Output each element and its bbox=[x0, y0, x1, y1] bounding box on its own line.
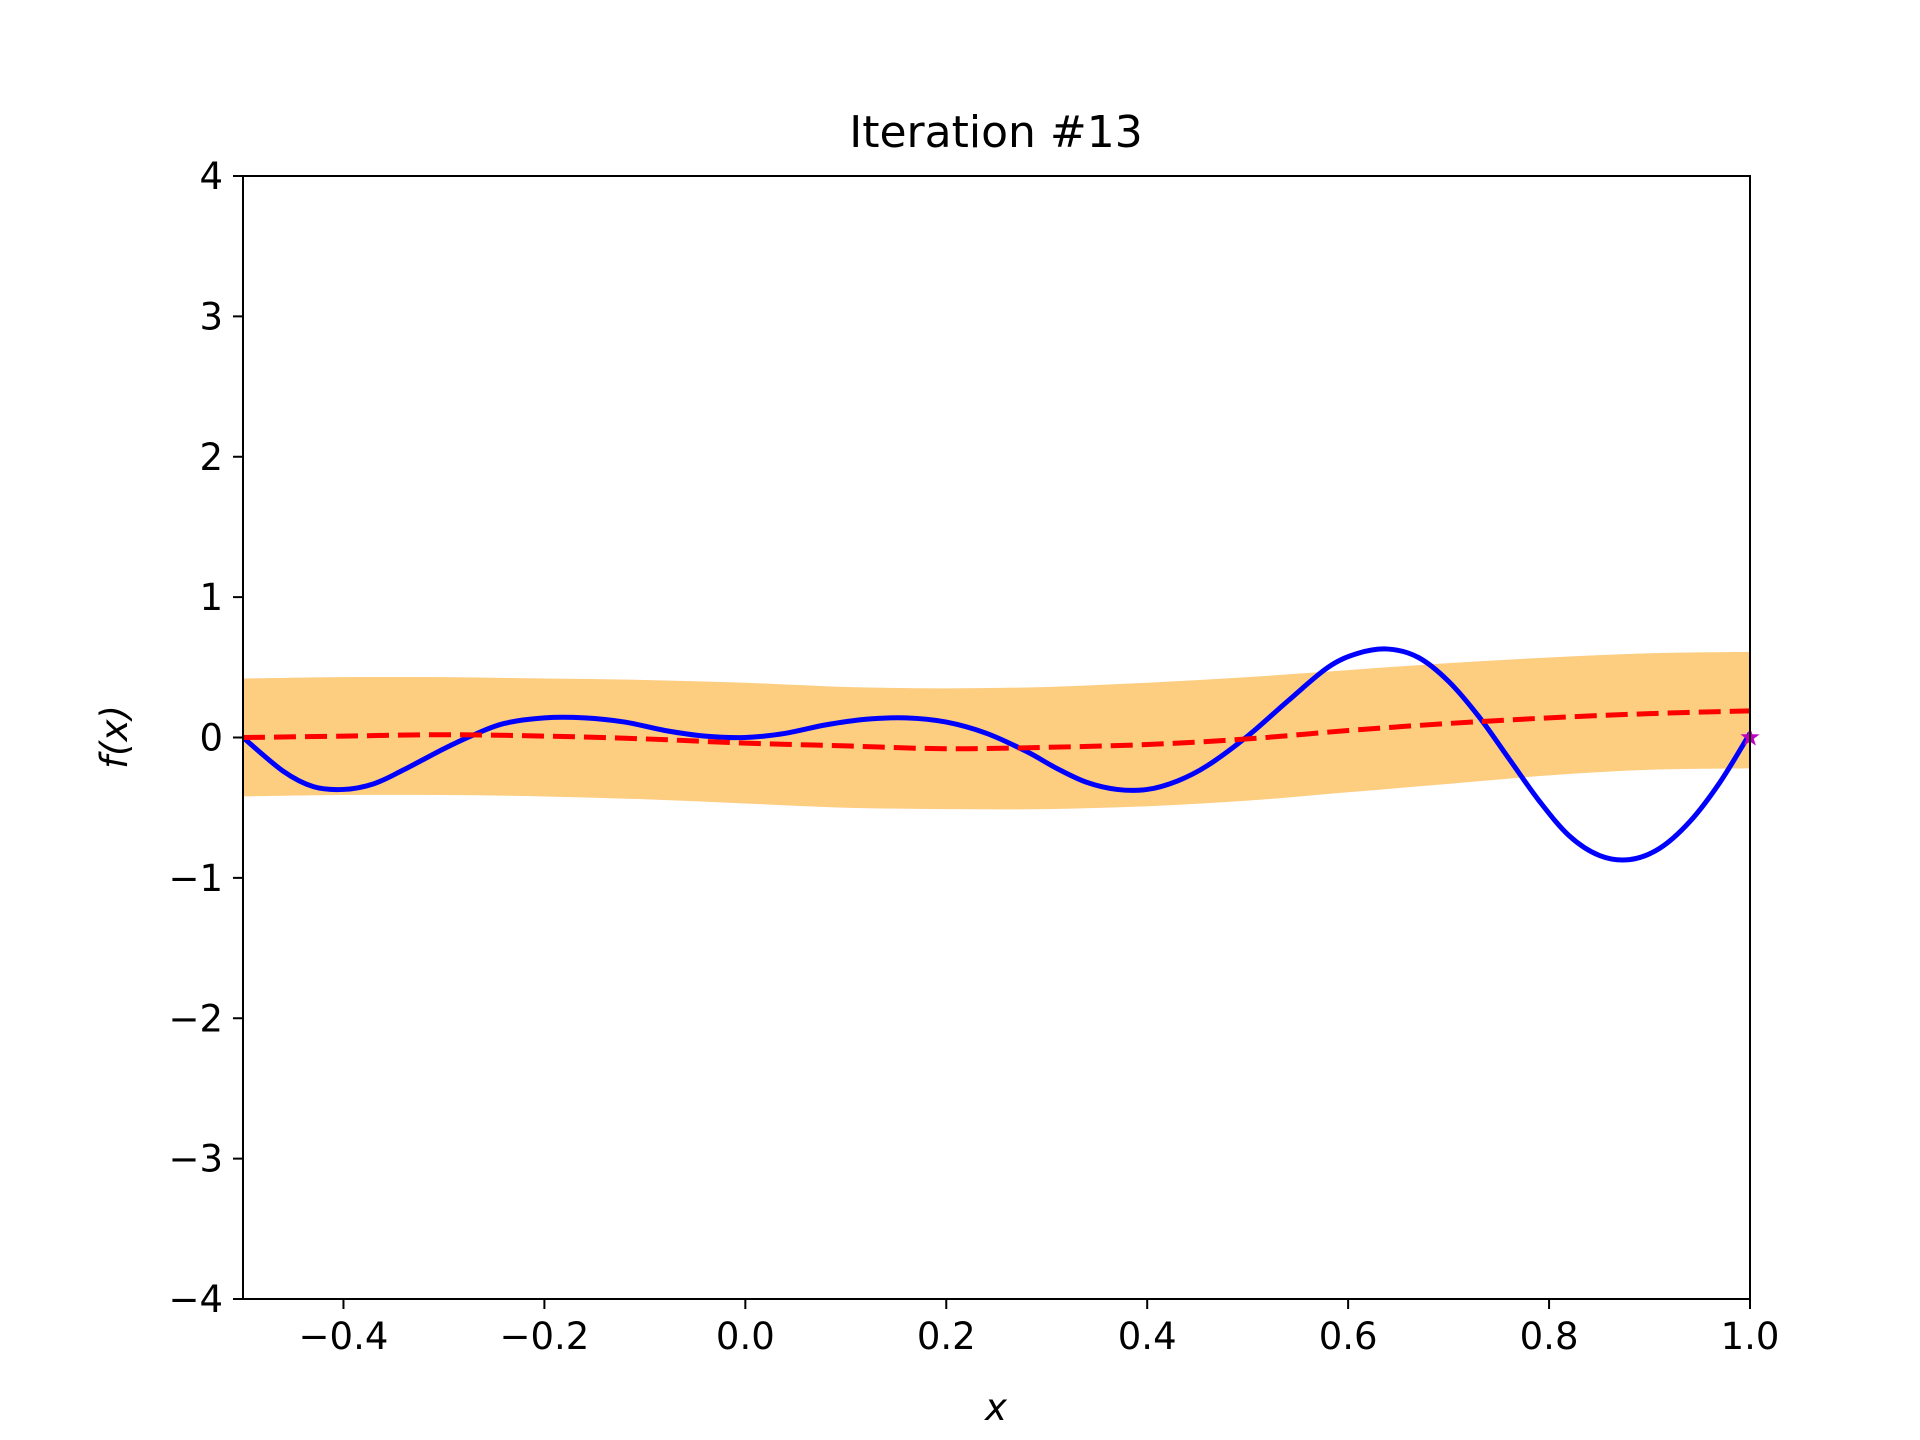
x-tick-label: −0.4 bbox=[299, 1315, 389, 1358]
x-tick-label: 0.8 bbox=[1520, 1315, 1579, 1358]
chart-title: Iteration #13 bbox=[849, 107, 1142, 158]
confidence-band-layer bbox=[243, 651, 1750, 810]
x-tick-label: −0.2 bbox=[499, 1315, 589, 1358]
series-line-solid bbox=[243, 646, 1750, 863]
y-axis-label: f(x) bbox=[93, 705, 136, 769]
y-tick-label: 3 bbox=[199, 295, 223, 338]
confidence-band bbox=[243, 651, 1750, 810]
y-tick-label: −1 bbox=[168, 857, 223, 900]
x-tick-label: 0.2 bbox=[917, 1315, 976, 1358]
y-tick-label: 1 bbox=[199, 576, 223, 619]
y-tick-label: 4 bbox=[199, 155, 223, 198]
x-tick-label: 1.0 bbox=[1721, 1315, 1780, 1358]
x-tick-label: 0.6 bbox=[1319, 1315, 1378, 1358]
y-tick-label: 2 bbox=[199, 436, 223, 479]
y-tick-label: −3 bbox=[168, 1138, 223, 1181]
x-axis-label: x bbox=[984, 1386, 1008, 1429]
x-tick-label: 0.0 bbox=[716, 1315, 775, 1358]
y-tick-label: 0 bbox=[199, 717, 223, 760]
y-tick-label: −2 bbox=[168, 997, 223, 1040]
series-line-dashed bbox=[243, 708, 1750, 752]
series-layer bbox=[243, 646, 1750, 863]
x-tick-label: 0.4 bbox=[1118, 1315, 1177, 1358]
x-axis: −0.4 −0.2 0.0 0.2 0.4 0.6 0.8 1.0 bbox=[299, 1299, 1780, 1358]
y-axis: −4 −3 −2 −1 0 1 2 3 4 bbox=[168, 155, 243, 1321]
y-tick-label: −4 bbox=[168, 1278, 223, 1321]
